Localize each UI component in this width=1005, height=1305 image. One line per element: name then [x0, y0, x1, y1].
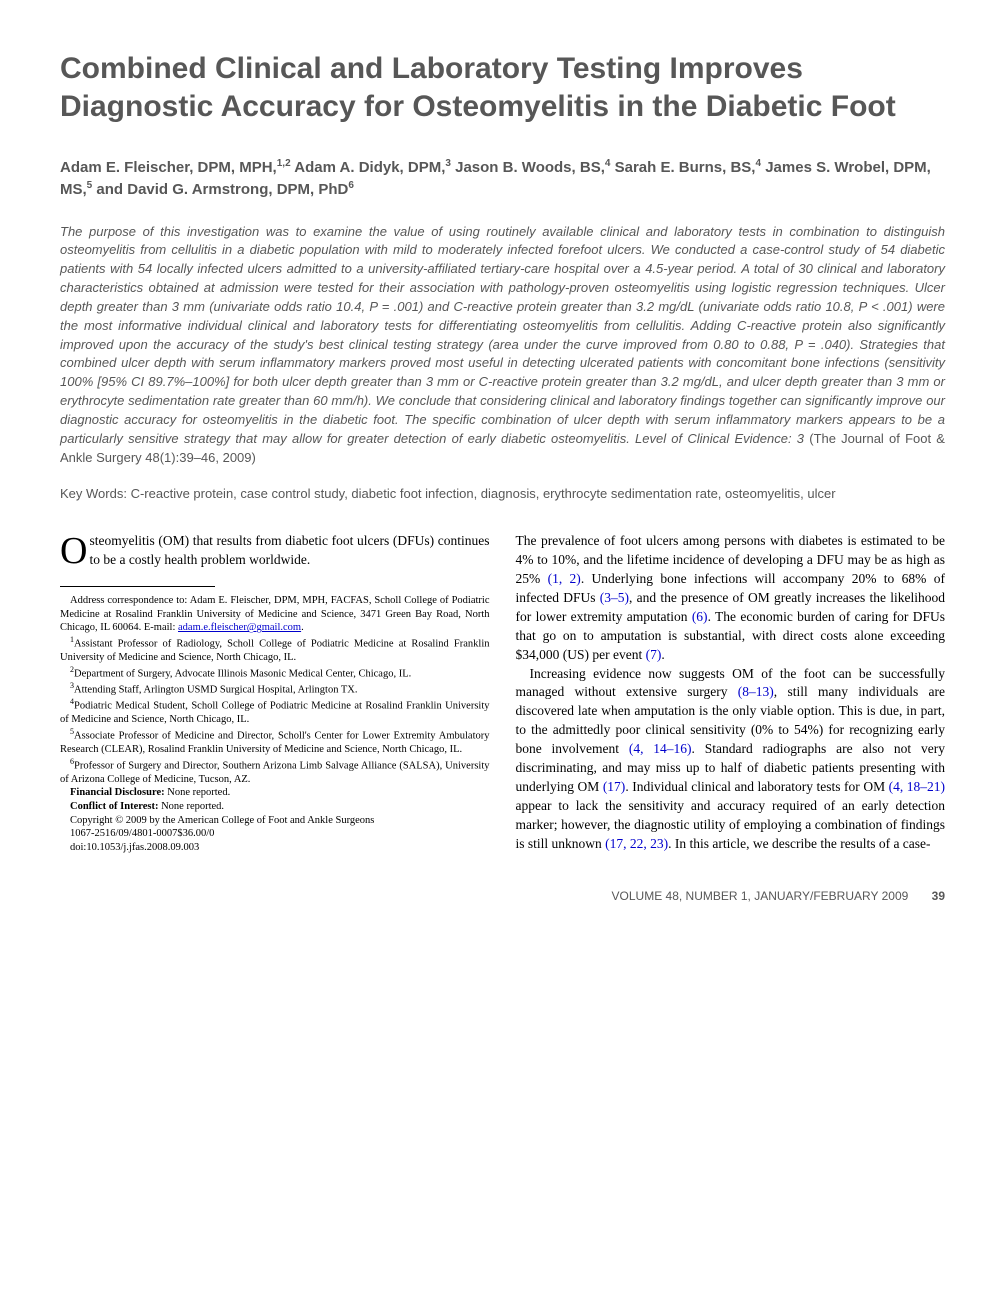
affiliation-5: 5Associate Professor of Medicine and Dir…	[60, 727, 490, 757]
author-list: Adam E. Fleischer, DPM, MPH,1,2 Adam A. …	[60, 157, 945, 201]
affiliation-2: 2Department of Surgery, Advocate Illinoi…	[60, 665, 490, 681]
right-column: The prevalence of foot ulcers among pers…	[516, 532, 946, 854]
keywords-text: C-reactive protein, case control study, …	[131, 486, 836, 501]
correspondence-note: Address correspondence to: Adam E. Fleis…	[60, 594, 490, 635]
aff3-text: Attending Staff, Arlington USMD Surgical…	[74, 684, 358, 695]
aff4-text: Podiatric Medical Student, Scholl Colleg…	[60, 701, 490, 726]
affiliation-4: 4Podiatric Medical Student, Scholl Colle…	[60, 697, 490, 727]
dropcap-letter: O	[60, 535, 87, 567]
financial-text: None reported.	[167, 787, 230, 798]
correspondence-email-link[interactable]: adam.e.fleischer@gmail.com	[178, 622, 301, 633]
right-p2: Increasing evidence now suggests OM of t…	[516, 665, 946, 854]
page-footer: VOLUME 48, NUMBER 1, JANUARY/FEBRUARY 20…	[60, 889, 945, 903]
footnotes-block: Address correspondence to: Adam E. Fleis…	[60, 594, 490, 855]
aff6-text: Professor of Surgery and Director, South…	[60, 760, 490, 785]
affiliation-6: 6Professor of Surgery and Director, Sout…	[60, 757, 490, 787]
financial-disclosure: Financial Disclosure: None reported.	[60, 786, 490, 800]
abstract-block: The purpose of this investigation was to…	[60, 223, 945, 468]
conflict-label: Conflict of Interest:	[70, 801, 158, 812]
article-title: Combined Clinical and Laboratory Testing…	[60, 50, 945, 125]
aff1-text: Assistant Professor of Radiology, Scholl…	[60, 639, 490, 664]
right-p1: The prevalence of foot ulcers among pers…	[516, 532, 946, 664]
footnote-separator	[60, 586, 215, 587]
keywords-label: Key Words:	[60, 486, 127, 501]
conflict-of-interest: Conflict of Interest: None reported.	[60, 800, 490, 814]
keywords-block: Key Words: C-reactive protein, case cont…	[60, 485, 945, 504]
issn-line: 1067-2516/09/4801-0007$36.00/0	[60, 827, 490, 841]
aff5-text: Associate Professor of Medicine and Dire…	[60, 730, 490, 755]
doi-line: doi:10.1053/j.jfas.2008.09.003	[60, 841, 490, 855]
two-column-body: Osteomyelitis (OM) that results from dia…	[60, 532, 945, 854]
abstract-text: The purpose of this investigation was to…	[60, 224, 945, 446]
intro-paragraph: Osteomyelitis (OM) that results from dia…	[60, 532, 490, 570]
financial-label: Financial Disclosure:	[70, 787, 165, 798]
left-column: Osteomyelitis (OM) that results from dia…	[60, 532, 490, 854]
page-number: 39	[932, 889, 945, 903]
conflict-text: None reported.	[161, 801, 224, 812]
issue-info: VOLUME 48, NUMBER 1, JANUARY/FEBRUARY 20…	[612, 889, 909, 903]
copyright-line: Copyright © 2009 by the American College…	[60, 814, 490, 828]
aff2-text: Department of Surgery, Advocate Illinois…	[74, 668, 411, 679]
affiliation-3: 3Attending Staff, Arlington USMD Surgica…	[60, 681, 490, 697]
intro-text: steomyelitis (OM) that results from diab…	[89, 533, 489, 567]
affiliation-1: 1Assistant Professor of Radiology, Schol…	[60, 635, 490, 665]
